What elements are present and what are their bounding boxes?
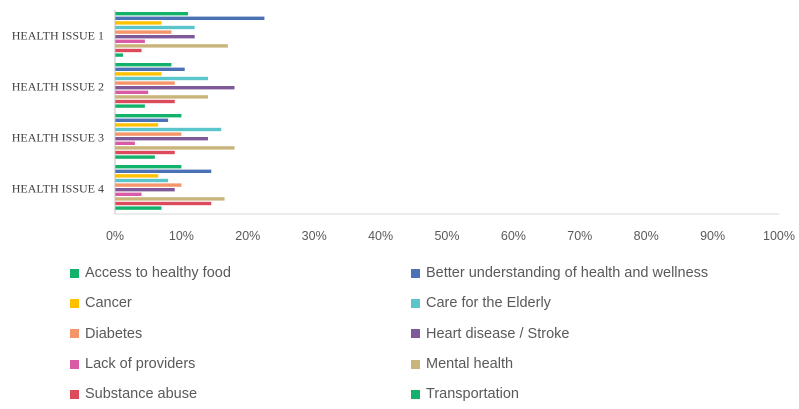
bar-3-3 [115,123,159,127]
bar-1-7 [115,39,145,43]
bar-3-2 [115,118,169,122]
bar-2-7 [115,90,149,94]
legend-item: Diabetes [70,319,411,349]
bar-4-5 [115,183,182,187]
bar-4-3 [115,174,159,178]
x-tick-label: 0% [106,229,124,243]
legend-swatch [411,329,420,339]
legend-swatch [70,329,79,339]
legend-item: Transportation [411,379,781,409]
bars-group [115,12,265,210]
legend-label: Access to healthy food [85,265,231,282]
bar-1-4 [115,25,195,30]
bar-4-2 [115,169,212,173]
category-label: HEALTH ISSUE 4 [12,182,104,196]
bar-2-1 [115,63,172,67]
bar-2-2 [115,67,185,71]
bar-3-10 [115,155,155,159]
legend-item: Better understanding of health and welln… [411,258,781,288]
legend-item: Mental health [411,349,781,379]
legend-swatch [70,298,79,308]
bar-4-4 [115,178,169,183]
bar-1-2 [115,16,265,20]
legend-swatch [70,359,79,369]
legend-label: Transportation [426,386,519,403]
legend-label: Cancer [85,295,132,312]
bar-1-10 [115,53,123,57]
x-tick-label: 90% [700,229,725,243]
bar-1-9 [115,48,142,53]
x-tick-label: 70% [567,229,592,243]
legend-item: Cancer [70,288,411,318]
bar-3-6 [115,137,208,141]
bar-chart: HEALTH ISSUE 1 HEALTH ISSUE 2 HEALTH ISSUE… [12,10,795,243]
x-tick-label: 50% [434,229,459,243]
legend-label: Diabetes [85,325,143,342]
legend-swatch [411,268,420,278]
x-tick-labels: 0% 10% 20% 30% 40% 50% 60% 70% 80% 90% 100% [106,229,795,243]
legend-item: Heart disease / Stroke [411,319,781,349]
legend-swatch [411,359,420,369]
legend-swatch [70,268,79,278]
bar-2-8 [115,95,208,99]
category-label: HEALTH ISSUE 1 [12,29,104,43]
bar-4-8 [115,197,225,201]
legend-label: Better understanding of health and welln… [426,265,709,282]
bar-4-6 [115,188,175,192]
bar-2-4 [115,76,208,81]
x-tick-label: 60% [501,229,526,243]
legend-label: Care for the Elderly [426,295,551,312]
legend-label: Mental health [426,356,514,373]
bar-2-3 [115,72,162,76]
legend-swatch [411,389,420,399]
legend-label: Lack of providers [85,356,196,373]
legend-item: Substance abuse [70,379,411,409]
bar-1-3 [115,21,162,25]
bar-3-9 [115,150,175,155]
x-tick-label: 20% [235,229,260,243]
bar-3-7 [115,141,135,145]
bar-2-9 [115,99,175,104]
legend-label: Heart disease / Stroke [426,325,570,342]
bar-1-6 [115,35,195,39]
bar-1-8 [115,44,228,48]
legend-swatch [411,298,420,308]
bar-4-1 [115,165,182,169]
bar-2-6 [115,86,235,90]
legend-swatch [70,389,79,399]
x-tick-label: 100% [763,229,795,243]
legend-item: Care for the Elderly [411,288,781,318]
bar-4-9 [115,201,212,206]
x-tick-label: 30% [302,229,327,243]
bar-2-10 [115,104,145,108]
bar-3-8 [115,146,235,150]
bar-3-4 [115,127,222,132]
bar-1-5 [115,30,172,34]
legend: Access to healthy food Better understandi… [70,258,790,409]
category-labels: HEALTH ISSUE 1 HEALTH ISSUE 2 HEALTH ISSUE… [12,29,104,196]
bar-2-5 [115,81,175,85]
legend-label: Substance abuse [85,386,198,403]
x-tick-label: 80% [634,229,659,243]
bar-4-7 [115,192,142,196]
bar-3-1 [115,114,182,118]
x-tick-label: 10% [169,229,194,243]
category-label: HEALTH ISSUE 2 [12,80,104,94]
legend-item: Lack of providers [70,349,411,379]
legend-item: Access to healthy food [70,258,411,288]
bar-4-10 [115,206,162,210]
x-tick-label: 40% [368,229,393,243]
bar-1-1 [115,12,189,16]
category-label: HEALTH ISSUE 3 [12,131,104,145]
bar-3-5 [115,132,182,136]
